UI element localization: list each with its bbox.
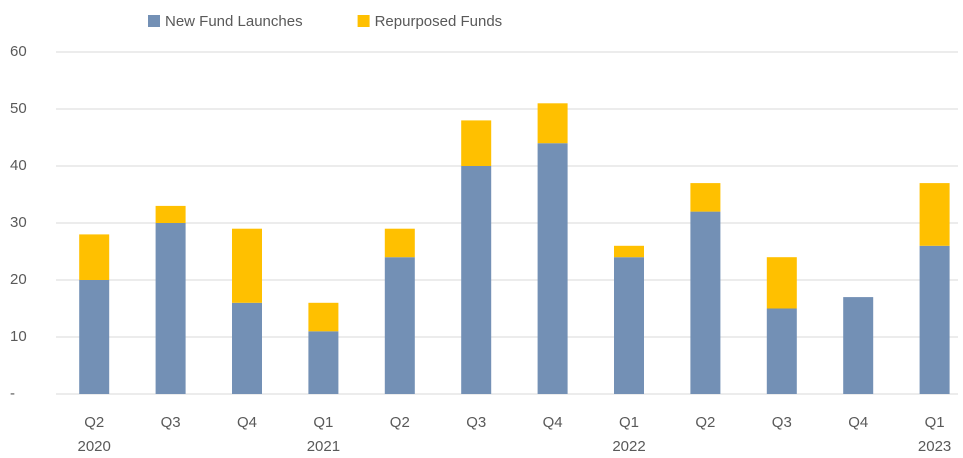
- bar-segment: [766, 257, 797, 309]
- x-tick-label: Q4: [543, 414, 563, 431]
- bar-segment: [461, 166, 492, 394]
- x-tick-label: Q4: [848, 414, 868, 431]
- legend-swatch: [357, 15, 370, 27]
- x-tick-label: Q2: [84, 414, 104, 431]
- x-tick-year: 2023: [918, 438, 951, 455]
- y-tick-label: -: [10, 385, 15, 402]
- x-tick-label: Q4: [237, 414, 257, 431]
- bar-segment: [919, 183, 950, 246]
- bar-segment: [155, 223, 186, 394]
- bar-segment: [614, 245, 644, 258]
- x-tick-label: Q3: [161, 414, 181, 431]
- bar-segment: [308, 331, 339, 394]
- x-tick-label: Q1: [313, 414, 333, 431]
- x-tick-label: Q3: [772, 414, 792, 431]
- bar-segment: [766, 308, 797, 394]
- bar-segment: [79, 234, 110, 280]
- y-tick-label: 40: [10, 157, 27, 174]
- bar-segment: [384, 257, 415, 394]
- x-tick-label: Q1: [619, 414, 639, 431]
- y-tick-label: 30: [10, 214, 27, 231]
- y-tick-label: 60: [10, 43, 27, 60]
- x-tick-label: Q3: [466, 414, 486, 431]
- x-tick-year: 2022: [612, 438, 645, 455]
- bar-segment: [690, 211, 721, 394]
- bar-segment: [232, 302, 262, 394]
- bar-segment: [155, 205, 186, 223]
- x-tick-year: 2021: [307, 438, 340, 455]
- legend-label: New Fund Launches: [165, 13, 303, 30]
- bar-segment: [308, 302, 339, 332]
- bar-segment: [232, 228, 262, 303]
- bar-segment: [919, 245, 950, 394]
- bar-segment: [537, 103, 568, 144]
- bar-segment: [614, 257, 644, 394]
- bar-segment: [384, 228, 415, 258]
- bar-segment: [537, 143, 568, 394]
- legend-label: Repurposed Funds: [375, 13, 503, 30]
- bar-segment: [79, 280, 110, 394]
- y-tick-label: 20: [10, 271, 27, 288]
- bar-segment: [690, 183, 721, 212]
- legend-swatch: [148, 15, 160, 27]
- x-tick-label: Q2: [695, 414, 715, 431]
- y-tick-label: 50: [10, 100, 27, 117]
- x-tick-label: Q1: [925, 414, 945, 431]
- y-tick-label: 10: [10, 328, 27, 345]
- x-tick-label: Q2: [390, 414, 410, 431]
- bar-segment: [843, 297, 874, 394]
- x-tick-year: 2020: [78, 438, 111, 455]
- bar-segment: [461, 120, 492, 166]
